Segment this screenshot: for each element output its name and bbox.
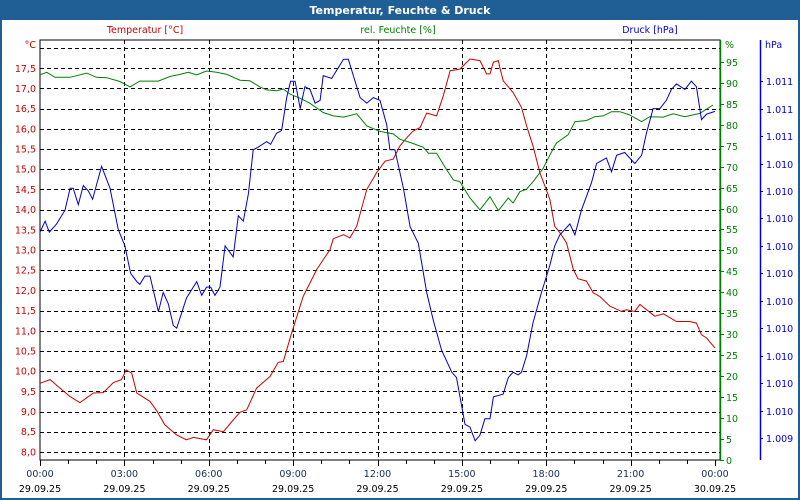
temperature-tick-label: 9,0 xyxy=(21,407,36,418)
humidity-tick-label: 0 xyxy=(726,456,732,467)
x-tick-time: 12:00 xyxy=(364,469,391,480)
temperature-tick-label: 15,0 xyxy=(15,165,36,176)
humidity-tick-label: 45 xyxy=(726,267,738,278)
series-line-pressure xyxy=(39,58,716,442)
series-line-humidity xyxy=(39,70,714,212)
humidity-tick-label: 35 xyxy=(726,309,738,320)
pressure-tick-label: 1.010 xyxy=(766,297,793,308)
pressure-tick-label: 1.010 xyxy=(766,269,793,280)
temperature-tick-label: 16,5 xyxy=(15,104,36,115)
window-title: Temperatur, Feuchte & Druck xyxy=(2,2,798,20)
humidity-tick-label: 75 xyxy=(726,142,738,153)
temperature-tick-label: 16,0 xyxy=(15,124,36,135)
temperature-tick-label: 11,5 xyxy=(15,306,36,317)
x-tick-time: 03:00 xyxy=(111,469,138,480)
x-tick-date: 29.09.25 xyxy=(525,484,567,495)
humidity-axis-title: rel. Feuchte [%] xyxy=(360,25,435,36)
humidity-tick-label: 80 xyxy=(726,121,738,132)
humidity-tick-label: 85 xyxy=(726,100,738,111)
humidity-tick-label: 30 xyxy=(726,330,738,341)
humidity-tick-label: 55 xyxy=(726,225,738,236)
pressure-tick-label: 1.009 xyxy=(766,434,793,445)
pressure-tick-label: 1.010 xyxy=(766,160,793,171)
x-tick-date: 29.09.25 xyxy=(441,484,483,495)
x-tick-date: 29.09.25 xyxy=(609,484,651,495)
temperature-unit-label: °C xyxy=(25,40,37,51)
temperature-tick-label: 12,0 xyxy=(15,286,36,297)
temperature-tick-label: 17,0 xyxy=(15,84,36,95)
pressure-unit-label: hPa xyxy=(765,40,782,51)
temperature-axis-title: Temperatur [°C] xyxy=(106,25,183,36)
temperature-tick-label: 8,0 xyxy=(21,447,36,458)
x-tick-date: 29.09.25 xyxy=(19,484,61,495)
humidity-tick-label: 70 xyxy=(726,163,738,174)
series-line-temperature xyxy=(39,58,716,441)
pressure-tick-label: 1.011 xyxy=(766,77,793,88)
x-tick-date: 29.09.25 xyxy=(103,484,145,495)
x-tick-date: 29.09.25 xyxy=(188,484,230,495)
x-tick-time: 15:00 xyxy=(448,469,475,480)
temperature-tick-label: 10,5 xyxy=(15,346,36,357)
humidity-tick-label: 15 xyxy=(726,393,738,404)
humidity-tick-label: 5 xyxy=(726,435,732,446)
temperature-tick-label: 14,5 xyxy=(15,185,36,196)
pressure-tick-label: 1.010 xyxy=(766,187,793,198)
temperature-tick-label: 13,5 xyxy=(15,225,36,236)
pressure-tick-label: 1.011 xyxy=(766,132,793,143)
x-tick-time: 18:00 xyxy=(533,469,560,480)
pressure-tick-label: 1.010 xyxy=(766,324,793,335)
x-tick-date: 29.09.25 xyxy=(272,484,314,495)
humidity-tick-label: 40 xyxy=(726,288,738,299)
temperature-tick-label: 8,5 xyxy=(21,427,36,438)
temperature-tick-label: 15,5 xyxy=(15,145,36,156)
humidity-unit-label: % xyxy=(725,40,734,51)
x-tick-time: 00:00 xyxy=(701,469,728,480)
humidity-tick-label: 65 xyxy=(726,184,738,195)
pressure-tick-label: 1.011 xyxy=(766,105,793,116)
temperature-tick-label: 13,0 xyxy=(15,246,36,257)
temperature-tick-label: 9,5 xyxy=(21,387,36,398)
humidity-tick-label: 50 xyxy=(726,246,738,257)
temperature-tick-label: 17,5 xyxy=(15,64,36,75)
pressure-tick-label: 1.010 xyxy=(766,352,793,363)
temperature-tick-label: 10,0 xyxy=(15,367,36,378)
pressure-axis-title: Druck [hPa] xyxy=(622,25,678,36)
humidity-tick-label: 25 xyxy=(726,351,738,362)
temperature-tick-label: 11,0 xyxy=(15,326,36,337)
x-tick-time: 06:00 xyxy=(195,469,222,480)
humidity-tick-label: 20 xyxy=(726,372,738,383)
pressure-tick-label: 1.010 xyxy=(766,214,793,225)
pressure-tick-label: 1.010 xyxy=(766,407,793,418)
humidity-tick-label: 60 xyxy=(726,205,738,216)
x-tick-date: 29.09.25 xyxy=(356,484,398,495)
x-tick-time: 21:00 xyxy=(617,469,644,480)
humidity-tick-label: 90 xyxy=(726,79,738,90)
humidity-tick-label: 95 xyxy=(726,58,738,69)
humidity-tick-label: 10 xyxy=(726,414,738,425)
temperature-tick-label: 14,0 xyxy=(15,205,36,216)
pressure-tick-label: 1.010 xyxy=(766,379,793,390)
pressure-tick-label: 1.010 xyxy=(766,242,793,253)
x-tick-time: 09:00 xyxy=(279,469,306,480)
temperature-tick-label: 12,5 xyxy=(15,266,36,277)
x-tick-time: 00:00 xyxy=(26,469,53,480)
x-tick-date: 30.09.25 xyxy=(694,484,736,495)
